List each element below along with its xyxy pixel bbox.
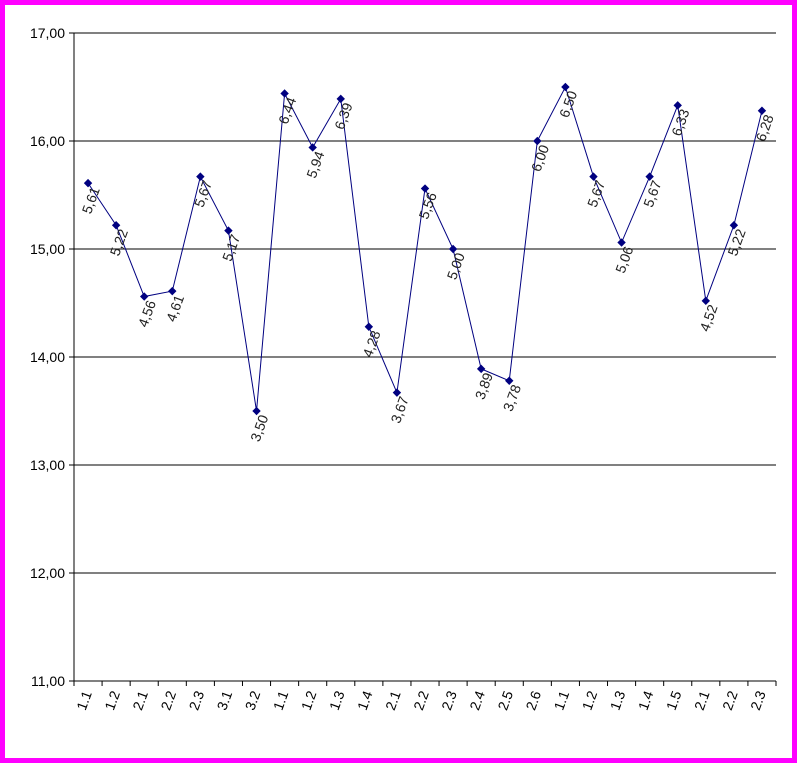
x-tick-label: 2.2	[719, 688, 741, 712]
data-point-marker	[196, 172, 205, 181]
data-point-marker	[476, 364, 486, 374]
data-label: 5,00	[444, 250, 468, 281]
x-tick-label: 2.1	[382, 688, 404, 712]
x-tick-label: 1.4	[354, 688, 376, 712]
data-point-marker	[308, 143, 317, 152]
x-tick-label: 2.1	[129, 688, 151, 712]
data-point-marker	[280, 89, 289, 98]
data-point-marker	[420, 184, 430, 193]
data-label: 5,22	[724, 227, 748, 258]
data-point-marker	[168, 286, 177, 296]
x-tick-label: 2.3	[185, 688, 207, 712]
data-point-marker	[448, 244, 458, 254]
x-tick-label: 2.3	[438, 688, 460, 712]
data-point-marker	[645, 172, 654, 181]
data-label: 5,56	[415, 190, 439, 221]
data-point-marker	[364, 322, 374, 331]
data-point-marker	[83, 178, 93, 188]
x-tick-label: 2.6	[522, 688, 544, 712]
data-label: 3,89	[472, 370, 496, 401]
data-labels: 5,615,224,56 4,615,675,173,506,445,946,39…	[79, 88, 777, 443]
y-tick-label: 11,00	[31, 673, 65, 689]
data-point-marker	[139, 292, 149, 301]
data-label: 3,67	[387, 394, 411, 425]
data-point-marker	[224, 226, 233, 235]
series-line	[83, 82, 767, 416]
data-point-marker	[252, 406, 261, 416]
data-label: 4,61	[163, 292, 187, 323]
x-tick-label: 2.4	[466, 688, 488, 712]
data-label: 4,52	[696, 302, 720, 333]
data-label: 5,67	[584, 178, 608, 209]
data-point-marker	[617, 238, 626, 247]
data-point-marker	[111, 221, 121, 230]
data-label: 5,67	[191, 178, 215, 209]
y-tick-label: 13,00	[30, 457, 65, 473]
x-tick-label: 1.2	[579, 688, 601, 712]
data-label: 6,44	[275, 95, 299, 126]
data-label: 3,78	[500, 382, 524, 413]
x-axis-ticks: 1.1 1.2 2.1 2.2 2.3 3.1 3.2 1.1 1.2 1.3 1.4 2.1 2.2 2…	[73, 681, 777, 712]
x-tick-label: 2.2	[157, 688, 179, 712]
y-tick-label: 12,00	[30, 565, 65, 581]
x-tick-label: 2.1	[691, 688, 713, 712]
x-tick-label: 1.3	[326, 688, 348, 712]
data-point-marker	[505, 376, 514, 385]
y-tick-label: 14,00	[30, 349, 65, 365]
data-point-marker	[701, 296, 711, 306]
y-tick-label: 16,00	[30, 133, 65, 149]
x-tick-label: 3.1	[214, 688, 236, 712]
data-point-marker	[757, 106, 767, 115]
x-tick-label: 2.2	[410, 688, 432, 712]
x-tick-label: 1.2	[101, 688, 123, 712]
data-label: 5,17	[219, 232, 243, 263]
y-axis-ticks: 11,00 12,00 13,00 14,00 15,00 16,00 17,00	[30, 25, 74, 689]
data-label: 5,67	[640, 178, 664, 209]
data-label: 6,39	[331, 100, 355, 131]
data-label: 6,00	[528, 142, 552, 173]
gridlines	[74, 32, 776, 574]
data-label: 3,50	[247, 412, 271, 443]
data-label: 4,28	[359, 328, 383, 359]
data-label: 6,50	[556, 88, 580, 119]
x-tick-label: 1.3	[607, 688, 629, 712]
data-point-marker	[533, 136, 542, 146]
axes	[73, 33, 776, 682]
data-point-marker	[392, 388, 402, 397]
data-label: 6,33	[668, 107, 692, 138]
data-label: 6,28	[752, 112, 776, 143]
x-tick-label: 1.4	[635, 688, 657, 712]
x-tick-label: 1.1	[73, 688, 95, 712]
data-point-marker	[673, 101, 682, 110]
y-tick-label: 15,00	[30, 241, 65, 257]
data-point-marker	[336, 94, 345, 104]
x-tick-label: 1.5	[663, 688, 685, 712]
y-tick-label: 17,00	[30, 25, 65, 41]
data-point-marker	[561, 82, 570, 92]
data-point-marker	[729, 221, 739, 230]
x-tick-label: 1.1	[270, 688, 292, 712]
data-label: 5,94	[303, 149, 327, 180]
x-tick-label: 2.3	[747, 688, 769, 712]
x-tick-label: 3.2	[242, 688, 264, 712]
data-label: 4,56	[135, 298, 159, 329]
x-tick-label: 1.1	[551, 688, 573, 712]
x-tick-label: 2.5	[494, 688, 516, 712]
x-tick-label: 1.2	[298, 688, 320, 712]
data-point-marker	[589, 172, 598, 181]
